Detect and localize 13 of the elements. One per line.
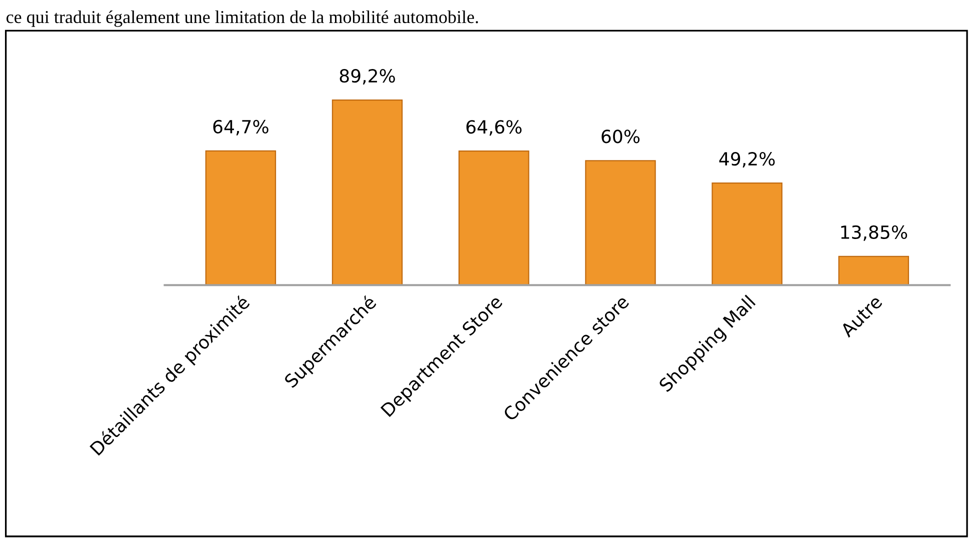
data-label: 89,2% (340, 69, 395, 85)
bar (205, 150, 276, 286)
data-label: 13,85% (841, 225, 908, 241)
bar (585, 160, 656, 286)
bar (332, 100, 403, 286)
bar (838, 256, 910, 286)
bar (712, 182, 782, 286)
bar (458, 150, 530, 286)
data-label: 64,7% (213, 120, 268, 136)
data-label: 64,6% (466, 120, 522, 136)
data-label: 49,2% (719, 152, 775, 168)
data-label: 60% (602, 130, 640, 144)
text: ce qui traduit également une limitation de la mobilité automobile. (6, 10, 478, 27)
